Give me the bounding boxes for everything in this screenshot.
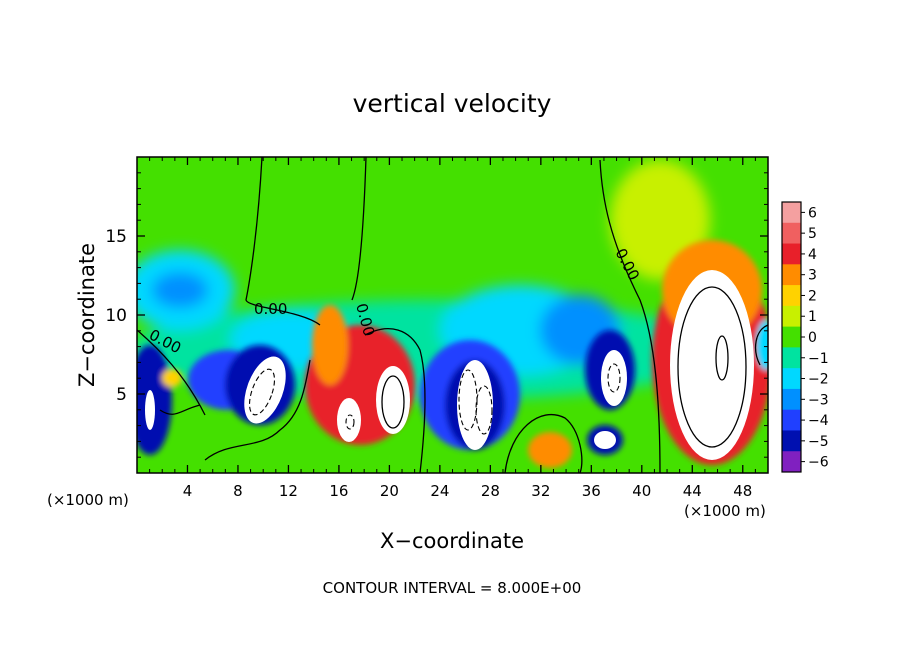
colorbar-swatch [782, 430, 801, 452]
colorbar-swatch [782, 451, 801, 473]
zero-contour-mid [364, 328, 426, 473]
colorbar-swatch [782, 388, 801, 411]
colorbar-label: −2 [808, 372, 829, 388]
chart-title: vertical velocity [353, 89, 552, 118]
x-axis-ticks: 4 8 12 16 20 24 28 32 36 40 44 48 [149, 157, 756, 500]
white-core-36k [594, 431, 616, 449]
colorbar-label: 0 [808, 330, 817, 346]
dashed-contour-17k [345, 414, 355, 430]
colorbar-swatch [782, 347, 801, 369]
zero-contour-left [137, 329, 206, 416]
white-core-38k [601, 350, 627, 406]
y-tick-label: 5 [116, 385, 127, 405]
white-core-27k [457, 360, 493, 450]
x-tick-label: 12 [279, 482, 298, 500]
colorbar-swatch [782, 222, 801, 245]
white-core-left-edge [145, 390, 155, 430]
colorbar: 6 5 4 3 2 1 0 −1 −2 −3 −4 −5 −6 [781, 201, 829, 473]
colorbar-swatch [782, 202, 801, 224]
zero-contour-top-right [599, 159, 661, 473]
y-tick-label: 15 [105, 227, 127, 247]
orange-plume-15k [312, 305, 348, 385]
zero-contour-top-mid [351, 157, 367, 301]
x-tick-label: 44 [683, 482, 702, 500]
blue-cell-left-edge [137, 345, 172, 455]
white-core-10k [244, 356, 286, 424]
x-tick-label: 36 [582, 482, 601, 500]
colorbar-swatch [782, 326, 801, 348]
x-tick-label: 16 [329, 482, 348, 500]
colorbar-swatch [782, 285, 801, 307]
x-tick-label: 20 [380, 482, 399, 500]
colorbar-swatch [782, 243, 801, 265]
zero-contour-right-edge [754, 324, 768, 366]
colorbar-label: −6 [808, 455, 829, 471]
colorbar-swatch [782, 368, 801, 390]
x-tick-label: 40 [632, 482, 651, 500]
dashed-contours [248, 363, 621, 435]
x-tick-label: 32 [531, 482, 550, 500]
white-core-45k [670, 270, 754, 460]
colorbar-label: −1 [808, 351, 829, 367]
yellow-cell-left [162, 369, 182, 387]
x-unit-left: (×1000 m) [47, 491, 129, 509]
colorbar-label: −4 [808, 413, 829, 429]
y-axis-label: Z−coordinate [75, 243, 99, 387]
colorbar-label: 6 [808, 205, 817, 221]
dashed-contour-27k-b [475, 385, 493, 435]
x-tick-label: 24 [430, 482, 449, 500]
dashed-contour-27k-a [458, 369, 478, 431]
contour-interval-note: CONTOUR INTERVAL = 8.000E+00 [323, 579, 582, 597]
contour-core-45k-outer [677, 286, 747, 448]
contour-label-1: 0.00 [254, 300, 287, 318]
yellow-cell-32k [528, 432, 572, 468]
x-tick-label: 48 [733, 482, 752, 500]
x-tick-label: 8 [233, 482, 243, 500]
zero-contour-bottom [204, 359, 311, 461]
dashed-contour-38k [607, 363, 621, 393]
blue-region-left [152, 272, 208, 308]
colorbar-label: 3 [808, 268, 817, 284]
colorbar-label: −5 [808, 434, 829, 450]
x-unit-right: (×1000 m) [684, 502, 766, 520]
white-core-17k [337, 398, 361, 442]
x-tick-label: 28 [481, 482, 500, 500]
colorbar-label: 2 [808, 288, 817, 304]
dashed-contour-10k [248, 368, 276, 416]
zero-contour-top-left [245, 157, 321, 326]
contour-core-45k-inner [715, 335, 729, 381]
heatmap-field: 0.00 0.00 0.00 0.00 [137, 157, 768, 473]
zero-contour-32k [504, 413, 583, 473]
colorbar-swatch [782, 305, 801, 328]
colorbar-label: −3 [808, 392, 829, 408]
y-axis-ticks: 5 10 15 [105, 172, 768, 458]
x-axis-label: X−coordinate [380, 529, 524, 553]
colorbar-label: 5 [808, 226, 817, 242]
contour-lines [137, 157, 768, 473]
colorbar-label: 4 [808, 247, 817, 263]
contour-core-20k [381, 375, 405, 429]
y-tick-label: 10 [105, 306, 127, 326]
zero-contour-low-left [159, 404, 201, 415]
colorbar-swatch [782, 409, 801, 431]
colorbar-label: 1 [808, 309, 817, 325]
x-tick-label: 4 [183, 482, 193, 500]
colorbar-swatch [782, 264, 801, 286]
